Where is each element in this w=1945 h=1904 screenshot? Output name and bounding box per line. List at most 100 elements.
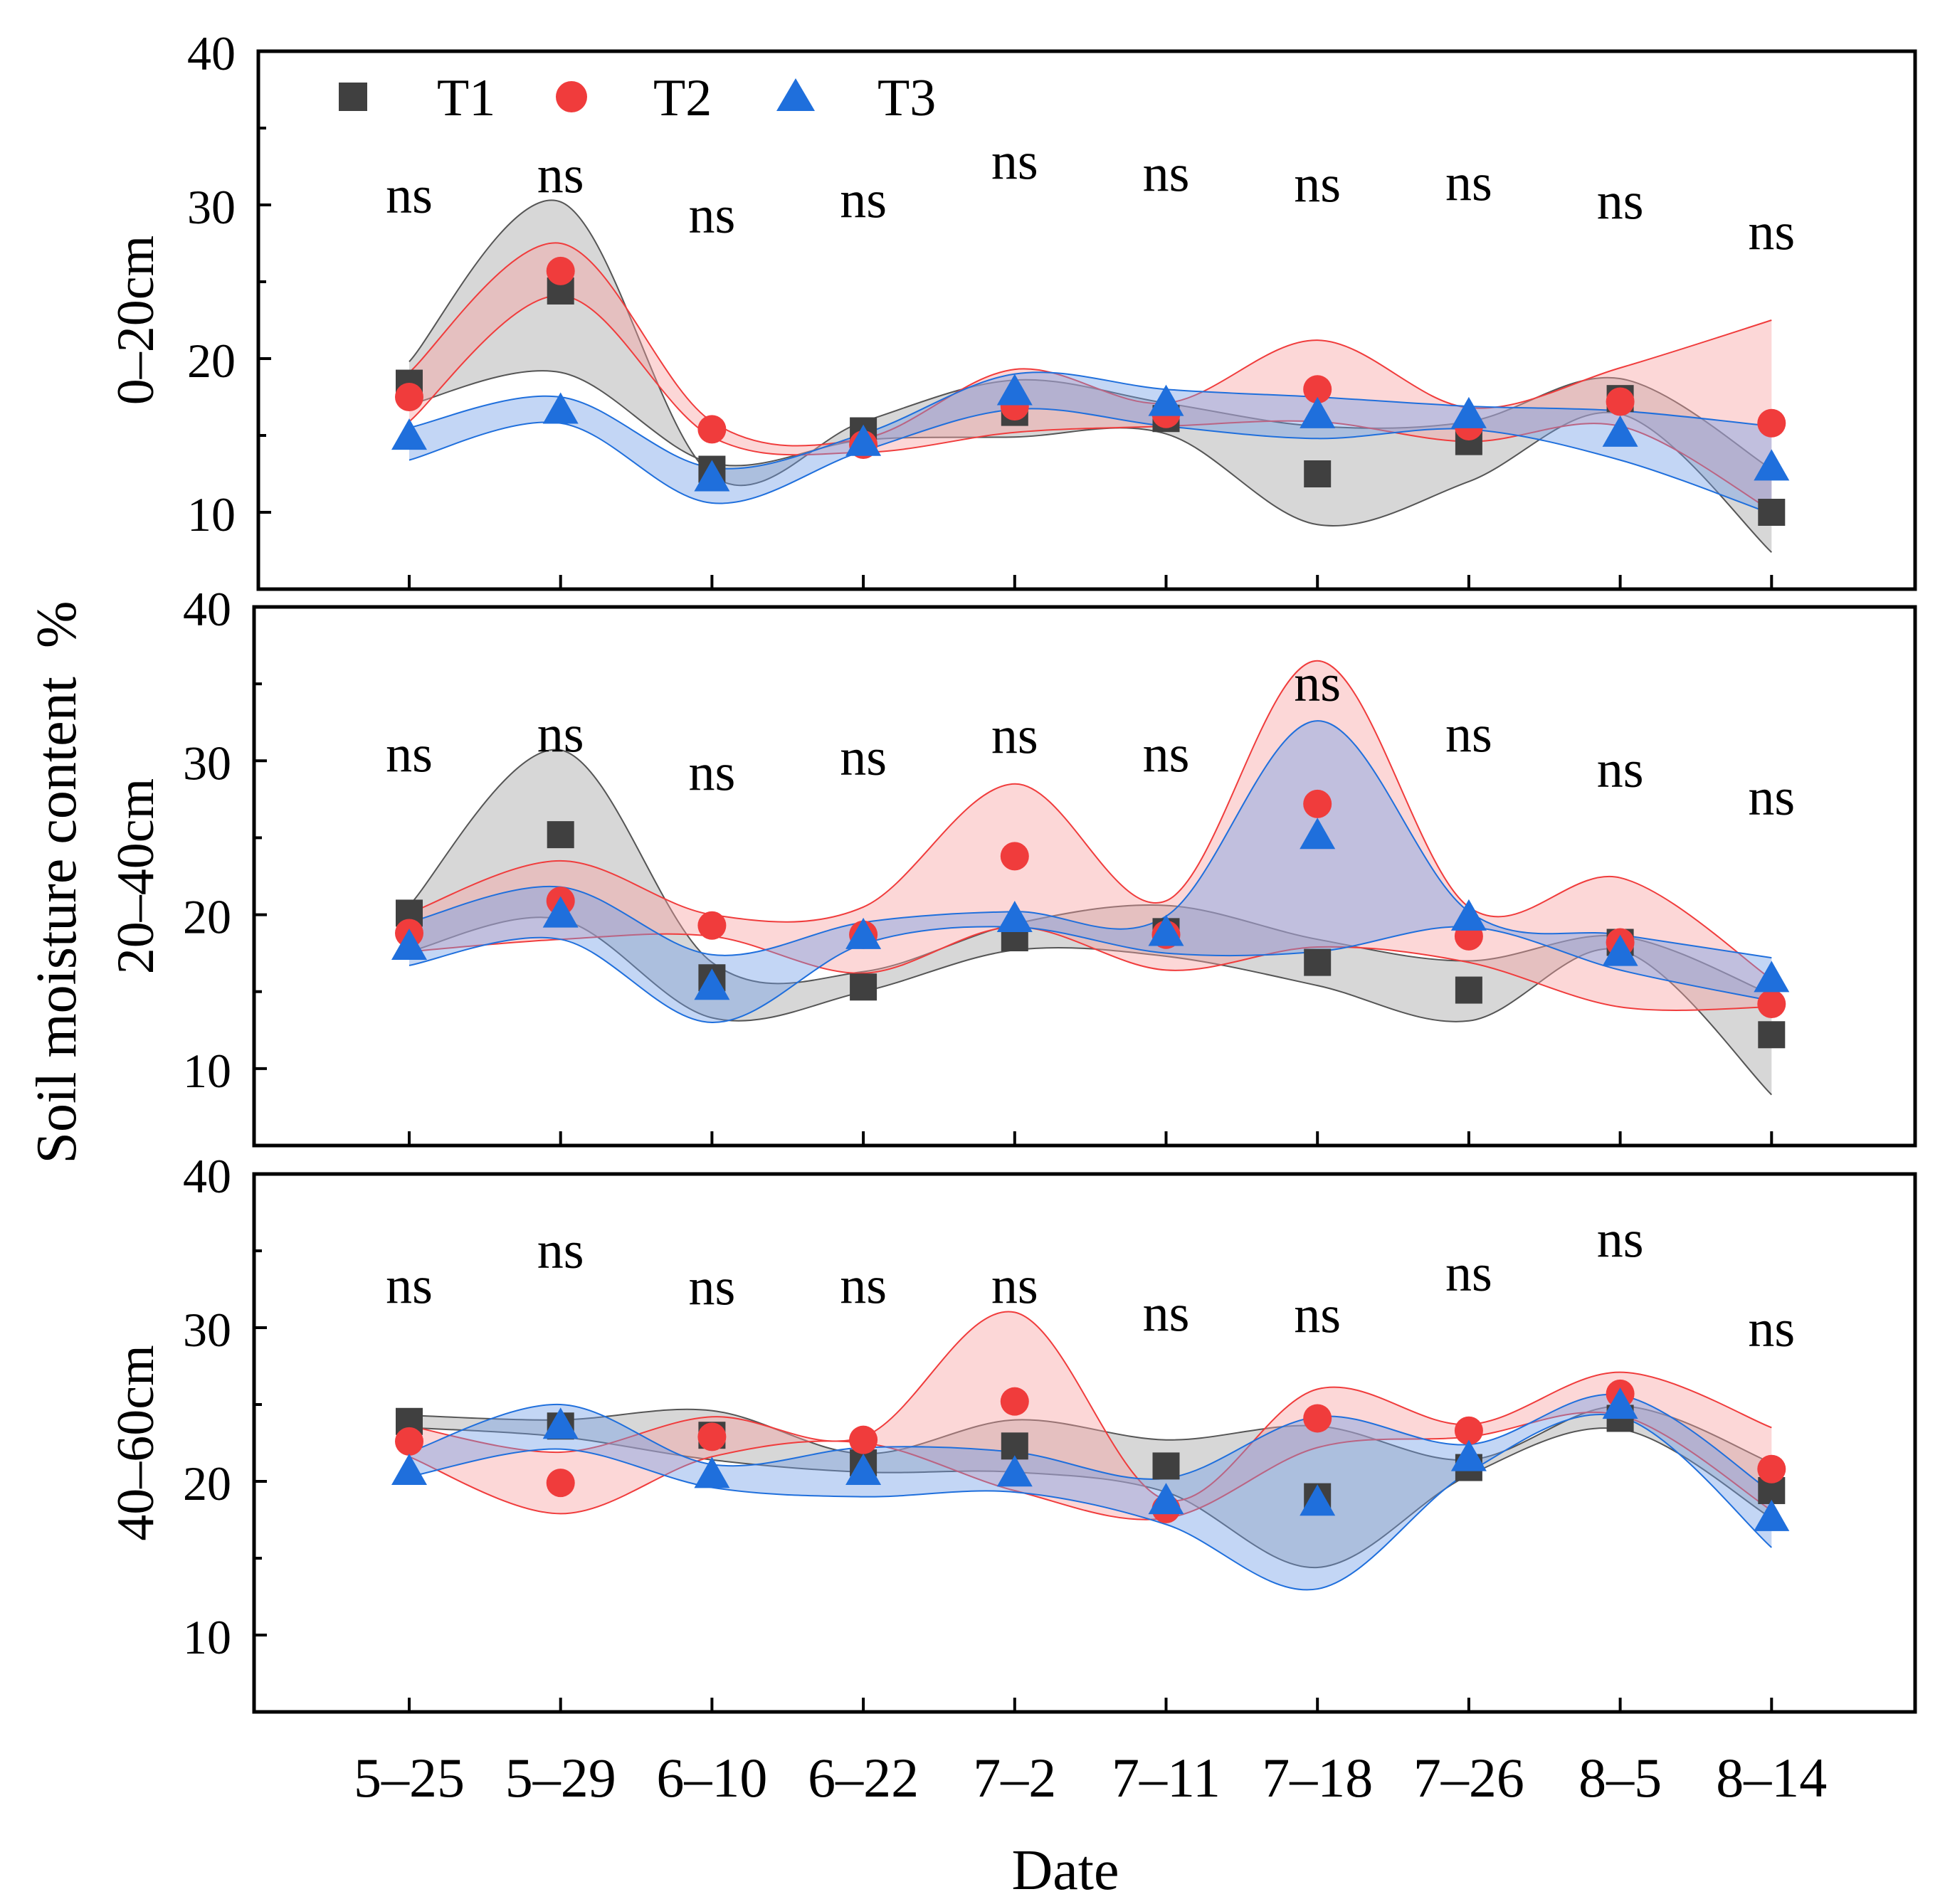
x-tick-label-3: 6–22 xyxy=(808,1747,919,1809)
point-t3-p2-1 xyxy=(542,1407,579,1439)
x-tick-label-4: 7–2 xyxy=(973,1747,1056,1809)
significance-label-p2-4: ns xyxy=(991,1257,1038,1315)
y-tick-label-p0-1: 20 xyxy=(187,334,236,388)
significance-label-p1-5: ns xyxy=(1143,725,1190,783)
significance-label-p2-6: ns xyxy=(1294,1286,1341,1344)
y-tick-label-p2-2: 30 xyxy=(183,1303,231,1357)
band-upper-t1-p2 xyxy=(408,1405,1772,1464)
point-t3-p2-7 xyxy=(1450,1439,1487,1471)
point-t3-p0-4 xyxy=(996,374,1033,406)
point-t2-p0-9 xyxy=(1757,408,1786,438)
point-t3-p1-5 xyxy=(1148,914,1184,946)
significance-label-p2-9: ns xyxy=(1748,1300,1795,1358)
point-t2-p2-0 xyxy=(395,1427,423,1456)
point-t2-p2-2 xyxy=(697,1422,727,1451)
significance-label-p2-5: ns xyxy=(1143,1284,1190,1343)
significance-label-p1-0: ns xyxy=(386,725,433,783)
point-t1-p2-5 xyxy=(1152,1452,1180,1480)
band-t1-p1 xyxy=(409,749,1772,1095)
legend-label-t1: T1 xyxy=(437,69,495,127)
significance-label-p0-8: ns xyxy=(1597,172,1644,231)
band-t2-p0 xyxy=(409,243,1772,511)
point-t3-p2-5 xyxy=(1148,1483,1184,1515)
band-lower-t2-p0 xyxy=(408,295,1772,512)
x-tick-label-1: 5–29 xyxy=(505,1747,616,1809)
point-t3-p0-3 xyxy=(845,424,882,456)
point-t3-p1-7 xyxy=(1450,899,1487,931)
significance-label-p0-7: ns xyxy=(1445,154,1492,213)
point-t3-p1-0 xyxy=(391,928,427,960)
x-tick-label-6: 7–18 xyxy=(1262,1747,1373,1809)
y-tick-label-p1-1: 20 xyxy=(183,890,231,944)
point-t3-p1-4 xyxy=(996,901,1033,933)
point-t2-p2-9 xyxy=(1757,1454,1786,1483)
bands-layer xyxy=(408,199,1772,1591)
band-lower-t2-p2 xyxy=(408,1411,1772,1520)
x-tick-label-9: 8–14 xyxy=(1716,1747,1827,1809)
significance-label-p2-1: ns xyxy=(537,1222,584,1280)
significance-label-p1-8: ns xyxy=(1597,741,1644,799)
panel-depth-label-p1: 20–40cm xyxy=(107,778,165,974)
y-tick-label-p1-0: 10 xyxy=(183,1044,231,1098)
band-lower-t2-p1 xyxy=(408,926,1772,1011)
significance-label-p2-7: ns xyxy=(1445,1244,1492,1303)
band-t2-p1 xyxy=(409,660,1772,1010)
significance-label-p2-0: ns xyxy=(386,1257,433,1315)
point-t3-p0-7 xyxy=(1450,396,1487,428)
text-layer: 10 20 30 40 ns ns ns ns ns ns ns ns ns ns 0–20cm 10 20 30… xyxy=(26,26,1827,1902)
point-t1-p1-3 xyxy=(850,973,877,1001)
significance-label-p2-3: ns xyxy=(840,1257,887,1315)
significance-label-p0-9: ns xyxy=(1748,203,1795,262)
y-tick-label-p0-2: 30 xyxy=(187,180,236,234)
legend-label-t2: T2 xyxy=(653,69,712,127)
significance-label-p0-4: ns xyxy=(991,132,1038,191)
band-lower-t1-p2 xyxy=(408,1427,1772,1569)
point-t2-p0-6 xyxy=(1303,375,1332,404)
significance-label-p0-6: ns xyxy=(1294,156,1341,214)
point-t2-p1-6 xyxy=(1303,789,1332,818)
x-tick-label-0: 5–25 xyxy=(354,1747,465,1809)
significance-label-p0-0: ns xyxy=(386,166,433,225)
band-lower-t3-p1 xyxy=(408,926,1772,1024)
point-t3-p2-8 xyxy=(1602,1387,1638,1419)
band-upper-t3-p1 xyxy=(408,720,1772,959)
point-t3-p0-6 xyxy=(1300,396,1336,428)
significance-label-p1-3: ns xyxy=(840,729,887,787)
significance-label-p1-4: ns xyxy=(991,707,1038,765)
point-t2-p2-3 xyxy=(849,1425,878,1454)
point-t1-p0-9 xyxy=(1758,499,1786,526)
point-t3-p2-9 xyxy=(1754,1499,1790,1531)
panel-frame-p0 xyxy=(256,49,1917,591)
point-t1-p1-6 xyxy=(1304,948,1332,976)
legend-label-t3: T3 xyxy=(877,69,936,127)
x-axis-title: Date xyxy=(1011,1839,1119,1902)
point-t2-p2-6 xyxy=(1303,1404,1332,1433)
x-tick-label-5: 7–11 xyxy=(1112,1747,1221,1809)
band-upper-t2-p0 xyxy=(408,242,1772,447)
frames-layer xyxy=(252,49,1917,1714)
band-upper-t2-p2 xyxy=(408,1311,1772,1502)
point-t2-p1-9 xyxy=(1757,990,1786,1019)
point-t2-p0-8 xyxy=(1606,387,1635,416)
significance-label-p0-1: ns xyxy=(537,147,584,205)
y-tick-label-p0-0: 10 xyxy=(187,487,236,541)
point-t2-p0-1 xyxy=(546,256,575,285)
legend-marker-t1 xyxy=(339,83,367,111)
point-t2-p2-4 xyxy=(1000,1387,1029,1416)
point-t3-p1-9 xyxy=(1754,961,1790,993)
significance-label-p0-3: ns xyxy=(840,171,887,229)
y-tick-label-p2-3: 40 xyxy=(183,1149,231,1203)
point-t3-p2-3 xyxy=(845,1454,882,1486)
point-t2-p0-0 xyxy=(395,383,423,411)
markers-layer xyxy=(339,78,1790,1531)
band-t3-p0 xyxy=(409,372,1772,514)
significance-label-p2-8: ns xyxy=(1597,1211,1644,1269)
point-t2-p1-4 xyxy=(1000,842,1029,871)
x-tick-label-7: 7–26 xyxy=(1413,1747,1524,1809)
point-t2-p2-1 xyxy=(546,1469,575,1498)
point-t3-p0-1 xyxy=(542,392,579,424)
point-t3-p2-0 xyxy=(391,1454,427,1486)
point-t3-p1-8 xyxy=(1602,934,1638,966)
point-t3-p1-2 xyxy=(694,968,730,1000)
y-tick-label-p2-0: 10 xyxy=(183,1610,231,1664)
